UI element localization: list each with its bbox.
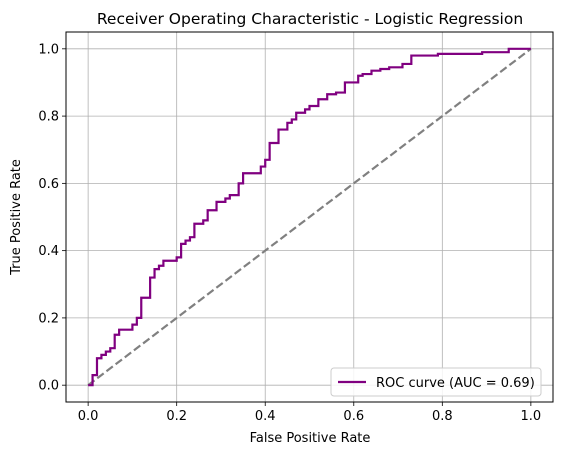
x-tick-label: 0.0: [78, 409, 99, 424]
x-tick-label: 1.0: [521, 409, 542, 424]
legend: ROC curve (AUC = 0.69): [330, 367, 542, 397]
legend-label: ROC curve (AUC = 0.69): [376, 376, 535, 391]
roc-curve-line: [88, 47, 531, 387]
ticks: 0.0 0.2 0.4 0.6 0.8 1.0 0.0 0.2 0.4 0.6 0.8 1.0: [38, 42, 541, 424]
grid: [66, 32, 553, 402]
y-tick-label: 0.2: [38, 311, 59, 326]
y-tick-label: 0.8: [38, 110, 59, 125]
x-tick-label: 0.6: [343, 409, 364, 424]
x-axis-label: False Positive Rate: [250, 431, 371, 446]
plot-frame: [65, 31, 554, 403]
y-axis-label: True Positive Rate: [9, 159, 24, 276]
y-tick-label: 0.0: [38, 379, 59, 394]
y-tick-label: 0.6: [38, 177, 59, 192]
x-tick-label: 0.2: [166, 409, 187, 424]
legend-box: [330, 367, 542, 397]
x-tick-label: 0.4: [255, 409, 276, 424]
series-layer: [87, 47, 532, 387]
y-tick-label: 1.0: [38, 42, 59, 57]
chart-title: Receiver Operating Characteristic - Logi…: [97, 10, 523, 28]
chance-diagonal-line: [87, 47, 532, 387]
y-tick-label: 0.4: [38, 244, 59, 259]
x-tick-label: 0.8: [432, 409, 453, 424]
